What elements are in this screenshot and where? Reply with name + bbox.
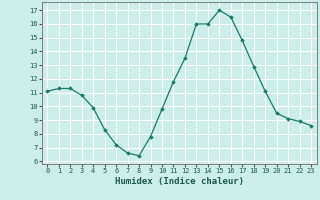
X-axis label: Humidex (Indice chaleur): Humidex (Indice chaleur) xyxy=(115,177,244,186)
